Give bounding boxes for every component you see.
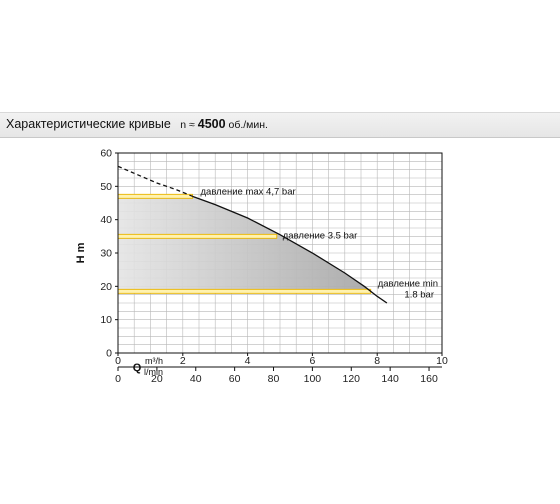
y-tick-label: 60 [100, 148, 112, 160]
y-tick-label: 40 [100, 214, 112, 226]
speed-label: n ≈ 4500 об./мин. [180, 117, 268, 131]
x-tick-label: 2 [180, 355, 186, 367]
y-tick-label: 20 [100, 281, 112, 293]
annotations: давление max 4,7 bar давление 3.5 bar давл… [201, 186, 438, 300]
x-tick-label: 0 [115, 355, 121, 367]
x2-tick-label: 120 [343, 373, 361, 385]
x-tick-label: 6 [309, 355, 315, 367]
pressure-line [117, 233, 278, 239]
chart-title-main: Характеристические кривые [6, 117, 171, 131]
x2-tick-label: 60 [229, 373, 241, 385]
y-tick-label: 0 [106, 348, 112, 360]
x2-tick-label: 80 [268, 373, 280, 385]
y-tick-label: 50 [100, 181, 112, 193]
x2-tick-label: 40 [190, 373, 202, 385]
x2-tick-label: 20 [151, 373, 163, 385]
pressure-line [117, 193, 193, 199]
x2-tick-label: 140 [381, 373, 399, 385]
x-axis-label: Q [133, 362, 142, 374]
x-unit-secondary: l/min [144, 367, 163, 377]
chart-title: Характеристические кривые n ≈ 4500 об./м… [6, 117, 268, 131]
pump-curve-solid [192, 195, 388, 304]
speed-prefix: n ≈ [180, 119, 195, 131]
x2-tick-label: 0 [115, 373, 121, 385]
pressure-line [117, 288, 372, 294]
x2-tick-label: 100 [304, 373, 322, 385]
x-tick-label: 10 [436, 355, 448, 367]
pressure-label-min-value: 1.8 bar [404, 289, 434, 300]
y-tick-label: 30 [100, 248, 112, 260]
speed-value: 4500 [197, 117, 226, 131]
speed-unit: об./мин. [228, 119, 268, 131]
y-tick-label: 10 [100, 314, 112, 326]
operating-area-fill [118, 196, 371, 292]
operating-area [118, 196, 371, 292]
pump-curve [117, 165, 388, 304]
x-unit-primary: m³/h [145, 356, 163, 366]
x-tick-label: 8 [374, 355, 380, 367]
x2-tick-label: 160 [420, 373, 438, 385]
x-tick-label: 4 [245, 355, 251, 367]
pump-curve-dashed [117, 165, 193, 197]
y-axis-label: H m [75, 242, 87, 263]
chart-title-bar: Характеристические кривые n ≈ 4500 об./м… [0, 112, 560, 138]
pressure-label-mid: давление 3.5 bar [283, 230, 358, 241]
pressure-label-max: давление max 4,7 bar [201, 186, 296, 197]
pressure-label-min: давление min [378, 278, 438, 289]
